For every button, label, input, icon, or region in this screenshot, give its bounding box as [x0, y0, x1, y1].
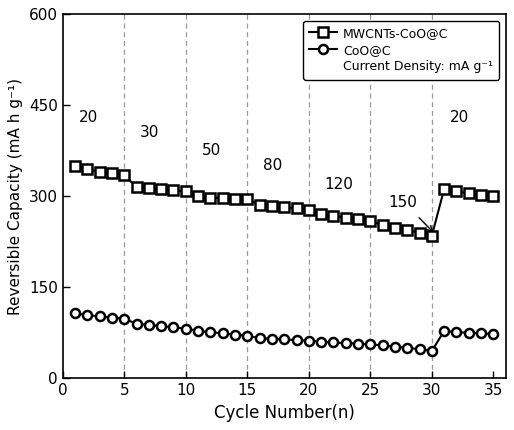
- MWCNTs-CoO@C: [416, 230, 423, 235]
- Text: 150: 150: [389, 195, 418, 210]
- MWCNTs-CoO@C: [244, 197, 250, 202]
- Text: 20: 20: [79, 110, 98, 125]
- MWCNTs-CoO@C: [195, 194, 201, 199]
- MWCNTs-CoO@C: [441, 187, 447, 192]
- MWCNTs-CoO@C: [343, 215, 349, 220]
- CoO@C: [331, 340, 337, 345]
- MWCNTs-CoO@C: [404, 227, 410, 233]
- MWCNTs-CoO@C: [158, 187, 164, 192]
- MWCNTs-CoO@C: [306, 207, 312, 212]
- MWCNTs-CoO@C: [379, 223, 386, 228]
- CoO@C: [441, 329, 447, 334]
- MWCNTs-CoO@C: [367, 218, 373, 223]
- MWCNTs-CoO@C: [293, 206, 300, 211]
- CoO@C: [367, 342, 373, 347]
- CoO@C: [429, 348, 435, 353]
- CoO@C: [146, 322, 152, 328]
- CoO@C: [466, 330, 472, 335]
- CoO@C: [256, 336, 263, 341]
- CoO@C: [490, 332, 497, 337]
- CoO@C: [134, 321, 140, 326]
- MWCNTs-CoO@C: [331, 213, 337, 218]
- Legend: MWCNTs-CoO@C, CoO@C, Current Density: mA g⁻¹: MWCNTs-CoO@C, CoO@C, Current Density: mA…: [303, 21, 500, 80]
- X-axis label: Cycle Number(n): Cycle Number(n): [214, 404, 355, 422]
- CoO@C: [171, 325, 177, 330]
- Line: CoO@C: CoO@C: [70, 309, 498, 356]
- MWCNTs-CoO@C: [256, 202, 263, 207]
- CoO@C: [158, 323, 164, 329]
- MWCNTs-CoO@C: [219, 196, 226, 201]
- Text: 50: 50: [202, 143, 221, 158]
- MWCNTs-CoO@C: [392, 225, 398, 230]
- MWCNTs-CoO@C: [355, 217, 361, 222]
- CoO@C: [416, 347, 423, 352]
- CoO@C: [182, 326, 189, 331]
- CoO@C: [195, 329, 201, 334]
- CoO@C: [219, 331, 226, 336]
- MWCNTs-CoO@C: [207, 195, 213, 200]
- CoO@C: [121, 316, 127, 321]
- CoO@C: [355, 341, 361, 346]
- MWCNTs-CoO@C: [318, 212, 324, 217]
- CoO@C: [97, 314, 103, 319]
- CoO@C: [244, 333, 250, 338]
- MWCNTs-CoO@C: [466, 190, 472, 196]
- Text: 20: 20: [450, 110, 470, 125]
- CoO@C: [379, 343, 386, 348]
- MWCNTs-CoO@C: [182, 189, 189, 194]
- MWCNTs-CoO@C: [109, 171, 115, 176]
- MWCNTs-CoO@C: [232, 196, 238, 201]
- MWCNTs-CoO@C: [490, 194, 497, 199]
- MWCNTs-CoO@C: [134, 184, 140, 190]
- Line: MWCNTs-CoO@C: MWCNTs-CoO@C: [70, 161, 498, 240]
- CoO@C: [453, 329, 460, 335]
- CoO@C: [84, 313, 90, 318]
- MWCNTs-CoO@C: [146, 186, 152, 191]
- MWCNTs-CoO@C: [171, 187, 177, 193]
- MWCNTs-CoO@C: [84, 166, 90, 172]
- MWCNTs-CoO@C: [281, 205, 287, 210]
- Y-axis label: Reversible Capacity (mA h g⁻¹): Reversible Capacity (mA h g⁻¹): [8, 78, 23, 315]
- CoO@C: [343, 341, 349, 346]
- CoO@C: [478, 331, 484, 336]
- CoO@C: [404, 345, 410, 350]
- MWCNTs-CoO@C: [121, 172, 127, 178]
- CoO@C: [72, 311, 78, 316]
- MWCNTs-CoO@C: [478, 193, 484, 198]
- MWCNTs-CoO@C: [429, 233, 435, 238]
- MWCNTs-CoO@C: [97, 169, 103, 175]
- CoO@C: [269, 336, 275, 341]
- MWCNTs-CoO@C: [269, 203, 275, 209]
- Text: 80: 80: [263, 159, 283, 173]
- CoO@C: [318, 339, 324, 344]
- CoO@C: [281, 337, 287, 342]
- Text: 30: 30: [140, 125, 160, 140]
- CoO@C: [109, 315, 115, 320]
- CoO@C: [293, 338, 300, 343]
- Text: 120: 120: [325, 177, 354, 192]
- CoO@C: [232, 332, 238, 337]
- CoO@C: [207, 329, 213, 335]
- CoO@C: [306, 338, 312, 343]
- MWCNTs-CoO@C: [453, 189, 460, 194]
- MWCNTs-CoO@C: [72, 163, 78, 169]
- CoO@C: [392, 344, 398, 349]
